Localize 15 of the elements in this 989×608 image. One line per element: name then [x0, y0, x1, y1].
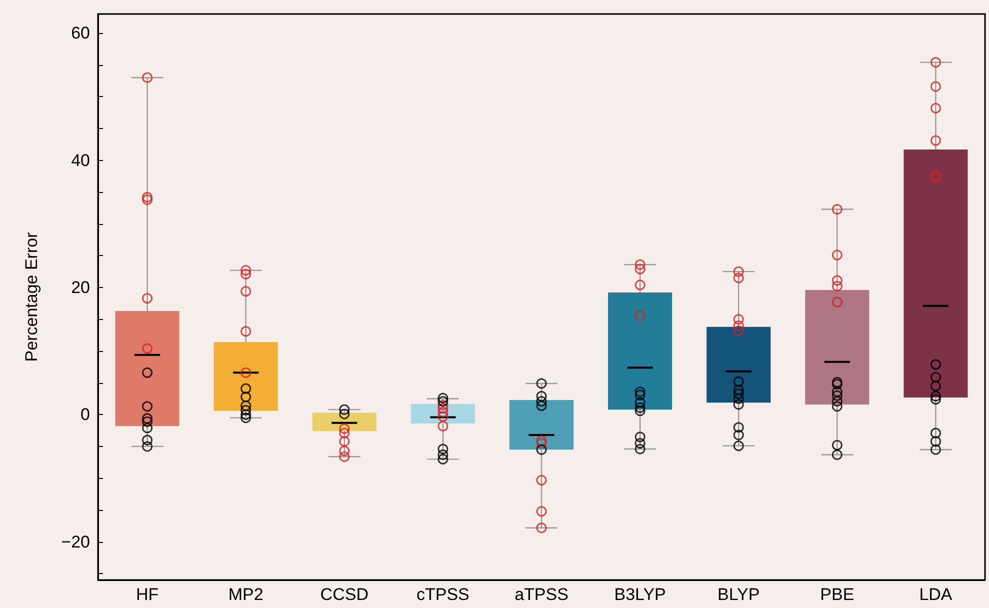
x-tick-label: B3LYP	[614, 585, 666, 604]
y-tick-label: 20	[71, 278, 90, 297]
y-tick-label: 40	[71, 150, 90, 170]
x-tick-label: LDA	[919, 585, 953, 604]
x-tick-label: PBE	[820, 585, 854, 604]
x-tick-label: cTPSS	[416, 585, 470, 604]
y-tick-label: −20	[61, 532, 90, 552]
x-tick-label: BLYP	[718, 585, 760, 604]
y-axis-title: Percentage Error	[22, 232, 41, 362]
x-tick-label: CCSD	[320, 585, 368, 604]
x-tick-label: MP2	[228, 585, 264, 604]
y-tick-label: 60	[71, 24, 90, 43]
x-tick-label: aTPSS	[514, 585, 568, 604]
x-tick-label: HF	[136, 585, 159, 604]
y-tick-label: 0	[80, 405, 90, 424]
